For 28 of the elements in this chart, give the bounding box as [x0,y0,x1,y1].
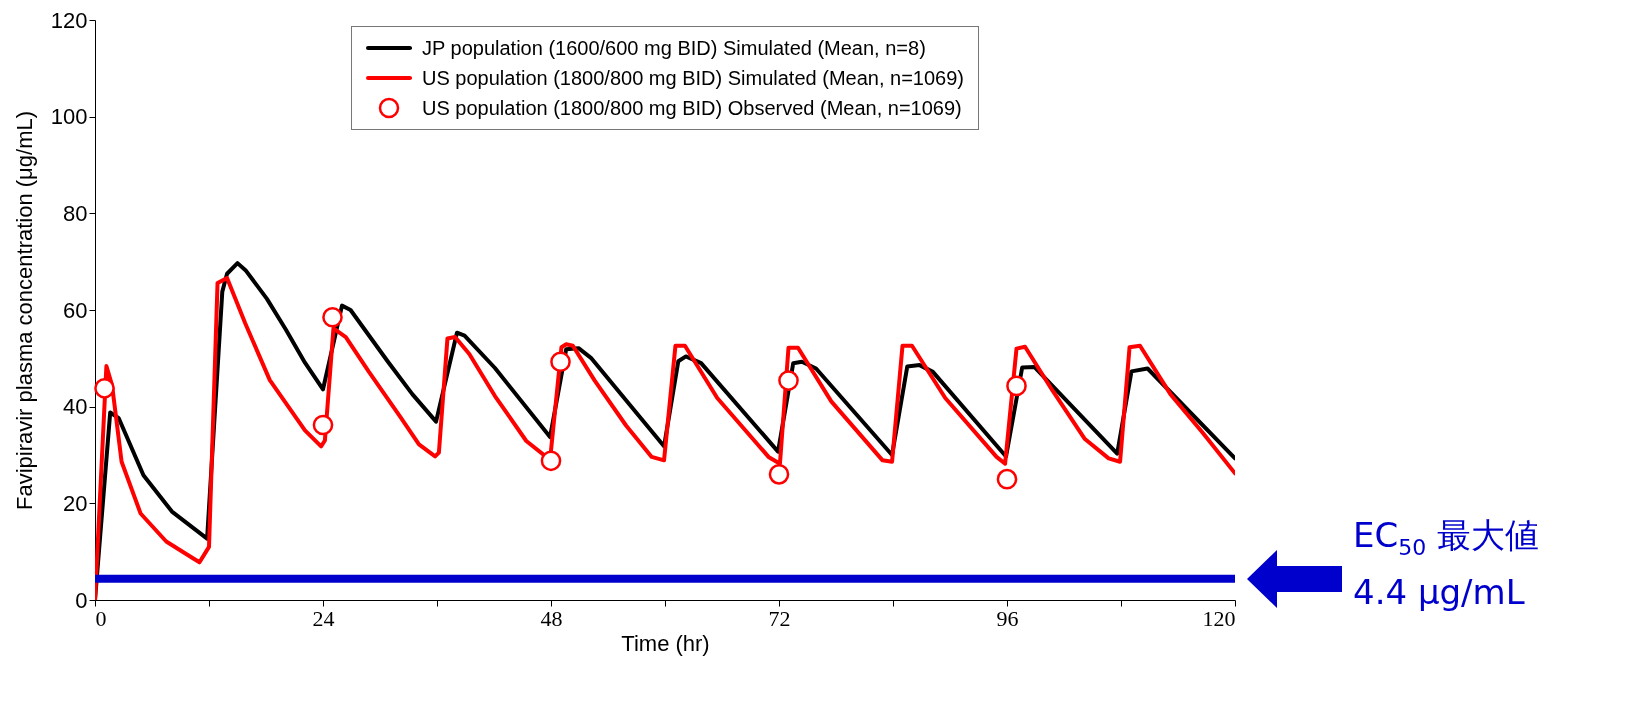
x-tick-label: 24 [312,605,335,631]
point [996,468,1018,490]
y-tick-label: 80 [63,200,88,226]
x-tick-label: 72 [768,605,791,631]
point [768,464,790,485]
point [550,351,571,373]
point [94,377,115,399]
y-tick-label: 100 [50,104,88,130]
x-tick-label: 0 [95,605,107,631]
point [540,450,562,472]
legend-label: US population (1800/800 mg BID) Simulated (Mean, n=1069) [422,66,964,90]
point [1006,375,1027,397]
ref-line-label: EC$_{50}$ 最大値 4.4 μg/mL [1353,513,1541,614]
x-axis-title: Time (hr) [621,630,710,656]
y-tick-label: 120 [50,7,88,33]
y-tick-label: 40 [63,394,88,420]
point [312,414,334,436]
legend-label: JP population (1600/600 mg BID) Simulated (Mean, n=8) [422,36,926,60]
y-tick-label: 60 [63,297,88,323]
y-tick-label: 0 [75,587,88,613]
point [778,370,799,391]
y-axis-title: Favipiravir plasma concentration (μg/mL) [11,110,37,511]
legend-label: US population (1800/800 mg BID) Observed (Mean, n=1069) [422,96,962,120]
point [322,306,343,328]
x-tick-label: 96 [996,605,1019,631]
y-tick-label: 20 [63,490,88,516]
x-tick-label: 48 [540,605,563,631]
x-tick-label: 120 [1202,605,1236,631]
